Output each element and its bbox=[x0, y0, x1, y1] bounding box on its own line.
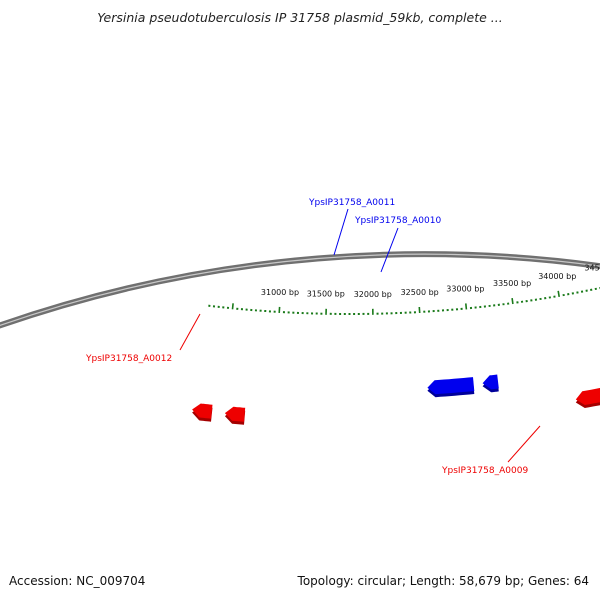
gene-label[interactable]: YpsIP31758_A0011 bbox=[308, 198, 395, 208]
tick-label: 34500 bp bbox=[584, 263, 600, 272]
tick-label: 32000 bp bbox=[354, 290, 392, 299]
tick-label: 34000 bp bbox=[538, 272, 576, 281]
gene-label[interactable]: YpsIP31758_A0010 bbox=[354, 216, 441, 226]
backbone-highlight-line bbox=[0, 253, 600, 327]
gene-leader-line bbox=[333, 208, 349, 256]
gene-arrow-forward[interactable] bbox=[427, 377, 475, 395]
plasmid-backbone bbox=[0, 251, 600, 329]
gene-label[interactable]: YpsIP31758_A0012 bbox=[85, 354, 172, 364]
tick-label: 31500 bp bbox=[307, 290, 345, 299]
gene-leader-line bbox=[179, 313, 201, 351]
outer-tick-ring bbox=[208, 286, 600, 315]
major-tick bbox=[511, 297, 514, 305]
gene-arrow-forward[interactable] bbox=[482, 374, 499, 390]
gene-labels: YpsIP31758_A0011 YpsIP31758_A0010 YpsIP317… bbox=[85, 198, 541, 476]
tick-label: 33000 bp bbox=[446, 285, 484, 294]
gene-arrow-reverse[interactable] bbox=[575, 385, 600, 406]
gene-label[interactable]: YpsIP31758_A0009 bbox=[441, 466, 528, 476]
gene-leader-line bbox=[380, 227, 399, 273]
major-tick bbox=[231, 303, 234, 310]
gene-arrow-reverse[interactable] bbox=[192, 403, 213, 419]
map-title: Yersinia pseudotuberculosis IP 31758 pla… bbox=[97, 10, 503, 25]
major-tick bbox=[465, 303, 468, 310]
gene-arrow-reverse[interactable] bbox=[224, 406, 246, 422]
gene-leader-line bbox=[507, 425, 541, 463]
topology-summary-text: Topology: circular; Length: 58,679 bp; G… bbox=[297, 574, 589, 588]
tick-label: 33500 bp bbox=[493, 279, 531, 288]
gene-features bbox=[192, 374, 600, 425]
tick-label: 32500 bp bbox=[401, 288, 439, 297]
backbone-outer-line bbox=[0, 251, 600, 329]
major-tick bbox=[557, 290, 560, 298]
accession-text: Accession: NC_009704 bbox=[9, 574, 146, 588]
tick-label: 31000 bp bbox=[261, 288, 299, 297]
